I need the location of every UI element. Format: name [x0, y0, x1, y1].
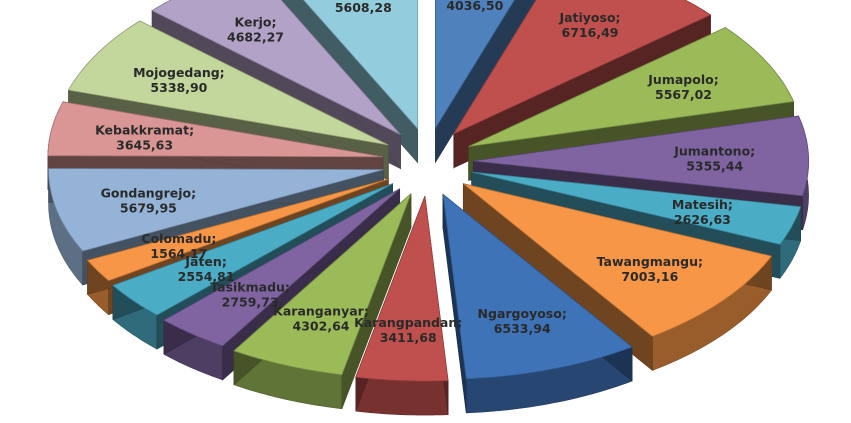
slice-tops [47, 0, 809, 382]
slice-tawangmangu [463, 183, 773, 337]
slice-label-mojogedang: Mojogedang; 5338,90 [133, 65, 225, 95]
slice-label-colomadu: Colomadu; 1564,17 [141, 231, 216, 261]
slice-jatiyoso [452, 0, 712, 135]
slice-jaten [112, 183, 393, 316]
slice-side-karangpandan-outer [355, 376, 449, 416]
slice-tasikmadu [163, 188, 400, 347]
slice-label-kebakkramat: Kebakkramat; 3645,63 [95, 122, 194, 152]
slice-jumantono [473, 115, 809, 197]
slice-colomadu [86, 178, 389, 282]
slice-label-tasikmadu: Tasikmadu; 2759,73 [210, 279, 290, 309]
slice-label-karanganyar: Karanganyar; 4302,64 [273, 303, 369, 333]
slice-karangpandan [355, 195, 449, 382]
slice-label-gondangrejo: Gondangrejo; 5679,95 [101, 185, 197, 215]
slice-jumapolo [468, 27, 795, 147]
slice-kebakkramat [47, 101, 383, 158]
slice-label-jaten: Jaten; 2554,81 [178, 254, 235, 284]
slice-label-jatipuro: Jatipuro;4036,50 [443, 0, 505, 13]
slice-matesih [471, 171, 802, 245]
slice-labels: Jatipuro;4036,50 Jatiyoso;6716,49 Jumapolo… [95, 0, 755, 345]
slice-label-karangpandan: Karangpandan; 3411,68 [354, 315, 462, 345]
slice-jatipuro [435, 0, 515, 130]
slice-mojogedang [67, 20, 389, 146]
slice-ngargoyoso [442, 193, 633, 380]
slice-label-jatiyoso: Jatiyoso; 6716,49 [558, 10, 620, 40]
slice-label-jenawi: Jenawi;5608,28 [335, 0, 392, 15]
slice-label-jumantono: Jumantono; 5355,44 [673, 143, 755, 173]
slice-label-jumapolo: Jumapolo; 5567,02 [647, 72, 718, 102]
slice-kerjo [151, 0, 401, 136]
slice-gondangrejo [48, 168, 384, 252]
slice-label-matesih: Matesih; 2626,63 [672, 197, 733, 227]
slice-label-tawangmangu: Tawangmangu; 7003,16 [597, 254, 703, 284]
slice-jenawi [303, 0, 419, 130]
slice-label-ngargoyoso: Ngargoyoso; 6533,94 [478, 306, 567, 336]
slice-label-kerjo: Kerjo; 4682,27 [227, 14, 284, 44]
slice-karanganyar [233, 193, 412, 376]
